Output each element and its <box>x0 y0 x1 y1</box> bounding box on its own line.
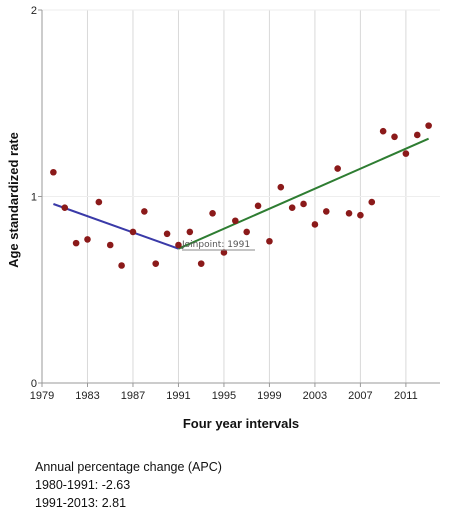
data-point <box>300 200 307 208</box>
data-point <box>106 241 114 249</box>
data-point <box>345 209 353 217</box>
data-point <box>266 237 273 245</box>
data-point <box>232 217 239 225</box>
data-point <box>288 204 296 211</box>
data-point <box>129 228 137 236</box>
x-tick-label: 1983 <box>75 390 99 402</box>
x-tick-label: 1999 <box>257 390 281 402</box>
joinpoint-label: Joinpoint: 1991 <box>181 240 250 250</box>
data-point <box>50 168 57 176</box>
data-point <box>152 260 160 267</box>
data-point <box>322 208 330 215</box>
data-point <box>163 230 171 238</box>
y-axis-title: Age standardized rate <box>6 132 21 268</box>
data-point <box>379 127 387 135</box>
data-point <box>72 239 80 247</box>
data-point <box>141 208 148 215</box>
x-tick-label: 2011 <box>394 390 418 402</box>
fitted-segment-1 <box>53 203 179 250</box>
apc-segment-2: 1991-2013: 2.81 <box>35 496 127 510</box>
x-tick-labels: 1979 1983 1987 1991 1995 1999 2003 2007 2011 <box>30 383 418 402</box>
x-tick-label: 1979 <box>30 390 54 402</box>
grid-lines <box>42 9 440 383</box>
data-point <box>368 198 376 206</box>
data-point <box>425 122 432 129</box>
apc-summary: Annual percentage change (APC) 1980-1991… <box>35 458 222 512</box>
data-point <box>209 209 216 217</box>
observed-points <box>50 122 432 269</box>
data-point <box>61 204 69 211</box>
x-axis-title: Four year intervals <box>183 416 299 431</box>
data-point <box>186 228 194 236</box>
y-tick-label: 0 <box>31 378 37 390</box>
data-point <box>391 133 398 141</box>
y-tick-labels: 0 1 2 <box>31 5 42 390</box>
x-tick-label: 1991 <box>166 390 190 402</box>
fitted-trend-lines <box>53 137 430 250</box>
apc-segment-1: 1980-1991: -2.63 <box>35 478 131 492</box>
data-point <box>311 221 319 228</box>
x-tick-label: 1995 <box>212 390 236 402</box>
data-point <box>334 165 341 172</box>
apc-title: Annual percentage change (APC) <box>35 460 222 474</box>
data-point <box>254 202 262 210</box>
data-point <box>357 211 364 219</box>
y-tick-label: 2 <box>31 5 37 17</box>
data-point <box>84 236 91 243</box>
data-point <box>95 198 103 206</box>
data-point <box>402 150 410 157</box>
data-point <box>175 241 182 249</box>
data-point <box>220 249 228 256</box>
data-point <box>243 228 250 236</box>
data-point <box>197 260 205 267</box>
y-tick-label: 1 <box>31 192 37 204</box>
data-point <box>118 262 125 269</box>
x-tick-label: 2003 <box>303 390 327 402</box>
data-point <box>413 131 421 139</box>
data-point <box>277 183 285 191</box>
x-tick-label: 1987 <box>121 390 145 402</box>
x-tick-label: 2007 <box>348 390 372 402</box>
fitted-segment-2 <box>178 137 430 250</box>
joinpoint-chart: 1979 1983 1987 1991 1995 1999 2003 2007 2011 0 1 2… <box>6 5 440 431</box>
